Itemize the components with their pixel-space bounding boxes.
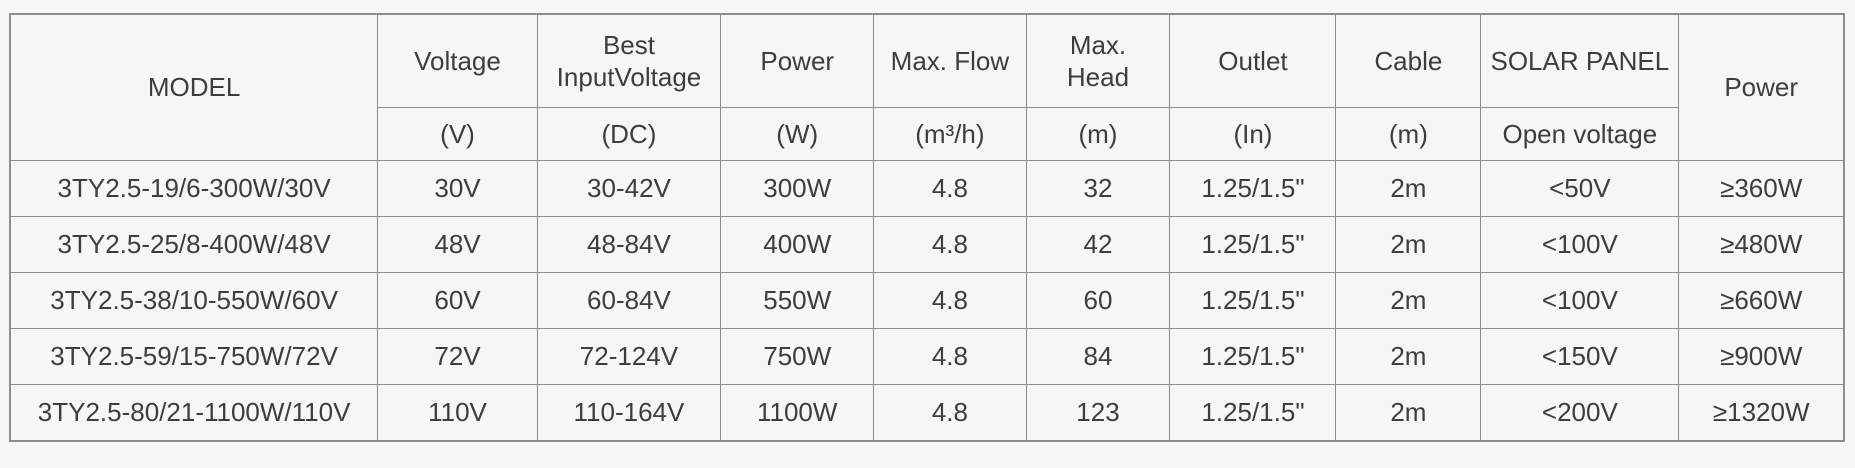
cell-open-voltage: <100V <box>1480 272 1680 329</box>
cell-model: 3TY2.5-80/21-1100W/110V <box>9 384 379 441</box>
header-voltage-label: Voltage <box>414 45 501 76</box>
cell-best-input-voltage: 72-124V <box>536 328 722 385</box>
unit-power: (W) <box>720 107 875 161</box>
unit-outlet: (In) <box>1169 107 1337 161</box>
header-max-head-line2: Head <box>1066 62 1130 92</box>
cell-max-flow: 4.8 <box>873 328 1027 385</box>
cell-model: 3TY2.5-25/8-400W/48V <box>9 216 379 273</box>
header-max-flow: Max. Flow <box>873 13 1027 108</box>
cell-solar-power: ≥360W <box>1678 160 1845 217</box>
table-row: 3TY2.5-59/15-750W/72V 72V 72-124V 750W 4… <box>9 328 1845 385</box>
cell-outlet: 1.25/1.5" <box>1169 216 1337 273</box>
cell-power: 1100W <box>720 384 875 441</box>
cell-open-voltage: <100V <box>1480 216 1680 273</box>
cell-solar-power: ≥900W <box>1678 328 1845 385</box>
cell-voltage: 72V <box>377 328 538 385</box>
unit-cable: (m) <box>1335 107 1482 161</box>
cell-cable: 2m <box>1335 216 1482 273</box>
cell-max-flow: 4.8 <box>873 216 1027 273</box>
cell-open-voltage: <150V <box>1480 328 1680 385</box>
cell-best-input-voltage: 60-84V <box>536 272 722 329</box>
cell-max-flow: 4.8 <box>873 272 1027 329</box>
unit-max-head: (m) <box>1025 107 1171 161</box>
cell-solar-power: ≥660W <box>1678 272 1845 329</box>
unit-voltage: (V) <box>377 107 538 161</box>
header-best-input-voltage: Best InputVoltage <box>536 13 722 108</box>
cell-solar-power: ≥1320W <box>1678 384 1845 441</box>
cell-model: 3TY2.5-38/10-550W/60V <box>9 272 379 329</box>
cell-outlet: 1.25/1.5" <box>1169 328 1337 385</box>
header-solar-panel: SOLAR PANEL <box>1480 13 1680 108</box>
header-max-flow-label: Max. Flow <box>890 45 1010 76</box>
table-row: 3TY2.5-38/10-550W/60V 60V 60-84V 550W 4.… <box>9 272 1845 329</box>
header-best-input-voltage-line2: InputVoltage <box>556 62 702 92</box>
cell-model: 3TY2.5-19/6-300W/30V <box>9 160 379 217</box>
header-voltage: Voltage <box>377 13 538 108</box>
cell-voltage: 30V <box>377 160 538 217</box>
cell-max-head: 42 <box>1025 216 1171 273</box>
cell-model: 3TY2.5-59/15-750W/72V <box>9 328 379 385</box>
table-row: 3TY2.5-80/21-1100W/110V 110V 110-164V 11… <box>9 384 1845 441</box>
header-power-label: Power <box>760 45 835 76</box>
cell-max-head: 123 <box>1025 384 1171 441</box>
cell-best-input-voltage: 110-164V <box>536 384 722 441</box>
cell-max-flow: 4.8 <box>873 160 1027 217</box>
cell-max-flow: 4.8 <box>873 384 1027 441</box>
cell-max-head: 60 <box>1025 272 1171 329</box>
unit-solar-open-voltage: Open voltage <box>1480 107 1680 161</box>
cell-cable: 2m <box>1335 160 1482 217</box>
cell-max-head: 84 <box>1025 328 1171 385</box>
header-power: Power <box>720 13 875 108</box>
cell-best-input-voltage: 30-42V <box>536 160 722 217</box>
cell-power: 300W <box>720 160 875 217</box>
cell-open-voltage: <200V <box>1480 384 1680 441</box>
cell-power: 550W <box>720 272 875 329</box>
header-outlet: Outlet <box>1169 13 1337 108</box>
header-best-input-voltage-line1: Best <box>602 29 655 60</box>
table-row: 3TY2.5-19/6-300W/30V 30V 30-42V 300W 4.8… <box>9 160 1845 217</box>
cell-outlet: 1.25/1.5" <box>1169 272 1337 329</box>
cell-solar-power: ≥480W <box>1678 216 1845 273</box>
header-solar-panel-label: SOLAR PANEL <box>1490 45 1670 76</box>
pump-spec-table: MODEL Voltage Best InputVoltage Power Max… <box>9 13 1845 442</box>
header-cable-label: Cable <box>1374 45 1443 76</box>
unit-max-flow: (m³/h) <box>873 107 1027 161</box>
cell-power: 400W <box>720 216 875 273</box>
cell-outlet: 1.25/1.5" <box>1169 160 1337 217</box>
cell-voltage: 60V <box>377 272 538 329</box>
cell-best-input-voltage: 48-84V <box>536 216 722 273</box>
header-solar-power: Power <box>1678 13 1845 161</box>
header-max-head: Max. Head <box>1025 13 1171 108</box>
header-model: MODEL <box>9 13 379 161</box>
header-outlet-label: Outlet <box>1218 45 1288 76</box>
cell-open-voltage: <50V <box>1480 160 1680 217</box>
header-row-primary: MODEL Voltage Best InputVoltage Power Max… <box>9 13 1845 161</box>
cell-voltage: 110V <box>377 384 538 441</box>
table-row: 3TY2.5-25/8-400W/48V 48V 48-84V 400W 4.8… <box>9 216 1845 273</box>
cell-power: 750W <box>720 328 875 385</box>
cell-cable: 2m <box>1335 384 1482 441</box>
cell-cable: 2m <box>1335 328 1482 385</box>
cell-max-head: 32 <box>1025 160 1171 217</box>
cell-outlet: 1.25/1.5" <box>1169 384 1337 441</box>
cell-cable: 2m <box>1335 272 1482 329</box>
header-max-head-line1: Max. <box>1069 29 1127 60</box>
unit-best-input-voltage: (DC) <box>536 107 722 161</box>
cell-voltage: 48V <box>377 216 538 273</box>
header-cable: Cable <box>1335 13 1482 108</box>
